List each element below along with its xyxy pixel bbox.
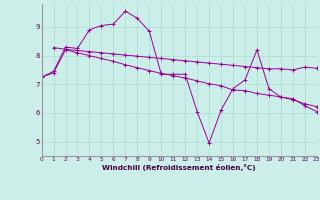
X-axis label: Windchill (Refroidissement éolien,°C): Windchill (Refroidissement éolien,°C)	[102, 164, 256, 171]
